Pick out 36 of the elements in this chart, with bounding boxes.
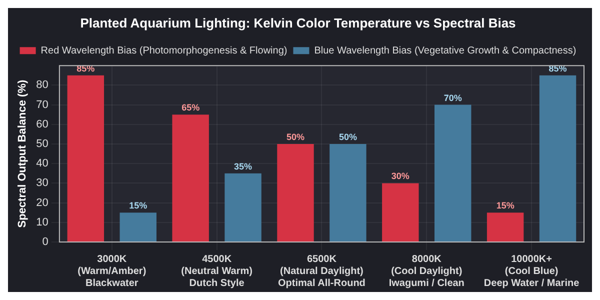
data-label: 30% xyxy=(391,171,410,182)
x-tick-label: 6500K (Natural Daylight) Optimal All-Round xyxy=(278,254,366,289)
bar xyxy=(172,114,209,242)
x-tick-label: 4500K (Neutral Warm) Dutch Style xyxy=(181,254,252,289)
y-tick-label: 10 xyxy=(36,216,48,228)
chart-title: Planted Aquarium Lighting: Kelvin Color Temperature vs Spectral Bias xyxy=(80,15,516,30)
data-label: 35% xyxy=(234,161,252,172)
bar xyxy=(486,212,524,242)
data-label: 70% xyxy=(444,92,462,103)
legend-label: Red Wavelength Bias (Photomorphogenesis & Flowing) xyxy=(40,45,288,56)
data-label: 50% xyxy=(286,132,304,142)
bar xyxy=(120,212,156,242)
y-tick-label: 20 xyxy=(36,196,48,209)
bar xyxy=(382,183,419,242)
bar xyxy=(330,144,366,242)
y-tick-label: 80 xyxy=(36,79,48,92)
y-tick-label: 30 xyxy=(36,177,48,190)
y-tick-label: 40 xyxy=(36,158,48,170)
data-label: 65% xyxy=(182,102,200,113)
y-tick-label: 70 xyxy=(36,98,48,111)
data-label: 15% xyxy=(496,200,514,211)
bar xyxy=(224,173,262,242)
bar xyxy=(277,144,314,242)
x-tick-label: 8000K (Cool Daylight) Iwagumi / Clean xyxy=(388,254,464,289)
bar xyxy=(67,75,104,242)
x-tick-label: 10000K+ (Cool Blue) Deep Water / Marine xyxy=(484,254,580,289)
bar xyxy=(539,75,576,242)
bar xyxy=(434,104,472,242)
y-tick-label: 0 xyxy=(42,236,48,248)
data-label: 50% xyxy=(338,132,357,142)
y-tick-label: 60 xyxy=(36,118,48,130)
x-tick-label: 3000K (Warm/Amber) Blackwater xyxy=(78,254,146,289)
y-axis-title: Spectral Output Balance (%) xyxy=(16,80,29,228)
y-tick-label: 50 xyxy=(36,138,48,150)
data-label: 15% xyxy=(129,200,148,211)
legend-label: Blue Wavelength Bias (Vegetative Growth & Compactness) xyxy=(314,45,576,56)
